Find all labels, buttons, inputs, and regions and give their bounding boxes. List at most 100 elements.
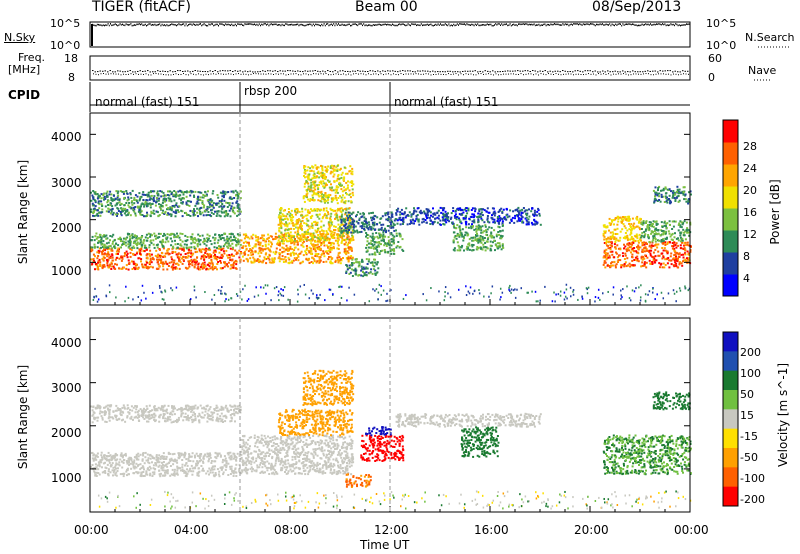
heatmap-cell <box>209 214 211 217</box>
heatmap-cell <box>230 232 233 235</box>
heatmap-cell <box>674 250 677 253</box>
heatmap-cell <box>244 245 247 248</box>
heatmap-cell <box>677 192 680 195</box>
scatter-speck <box>339 285 341 288</box>
heatmap-cell <box>678 188 681 191</box>
heatmap-cell <box>107 204 110 206</box>
heatmap-cell <box>90 247 93 250</box>
heatmap-cell <box>350 237 353 240</box>
heatmap-cell <box>129 242 132 245</box>
scatter-speck <box>273 287 276 290</box>
heatmap-cell <box>446 217 449 220</box>
heatmap-cell <box>351 220 354 223</box>
heatmap-cell <box>511 216 514 219</box>
scatter-speck <box>277 290 280 293</box>
heatmap-cell <box>402 216 405 219</box>
heatmap-cell <box>654 197 657 200</box>
heatmap-cell <box>324 237 327 240</box>
heatmap-cell <box>209 198 212 201</box>
heatmap-cell <box>170 193 173 196</box>
heatmap-cell <box>380 234 383 237</box>
heatmap-cell <box>223 194 225 197</box>
heatmap-cell <box>311 214 314 217</box>
heatmap-cell <box>112 265 115 268</box>
heatmap-cell <box>189 209 192 212</box>
scatter-speck <box>338 286 340 289</box>
heatmap-cell <box>479 235 482 237</box>
heatmap-cell <box>94 201 97 204</box>
heatmap-cell <box>268 258 271 261</box>
heatmap-cell <box>664 241 667 244</box>
heatmap-cell <box>624 237 627 240</box>
heatmap-cell <box>437 209 440 212</box>
heatmap-cell <box>643 243 646 246</box>
heatmap-cell <box>498 222 501 225</box>
heatmap-cell <box>306 233 309 236</box>
heatmap-cell <box>471 223 473 226</box>
scatter-speck <box>483 295 485 298</box>
heatmap-cell <box>146 202 149 205</box>
heatmap-cell <box>424 219 427 221</box>
heatmap-cell <box>294 211 297 214</box>
heatmap-cell <box>223 265 226 268</box>
heatmap-cell <box>458 249 461 252</box>
heatmap-cell <box>276 241 279 244</box>
heatmap-cell <box>357 274 360 277</box>
heatmap-cell <box>348 224 351 227</box>
heatmap-cell <box>384 242 387 245</box>
heatmap-cell <box>313 208 316 211</box>
heatmap-cell <box>671 245 674 248</box>
heatmap-cell <box>296 235 299 238</box>
heatmap-cell <box>234 237 237 239</box>
heatmap-cell <box>127 259 130 262</box>
heatmap-cell <box>650 224 653 227</box>
heatmap-cell <box>308 188 311 191</box>
heatmap-cell <box>178 259 181 262</box>
heatmap-cell <box>105 192 108 195</box>
heatmap-cell <box>132 262 135 265</box>
heatmap-cell <box>350 200 353 203</box>
heatmap-cell <box>193 258 196 261</box>
heatmap-cell <box>193 212 195 215</box>
heatmap-cell <box>316 253 318 256</box>
heatmap-cell <box>200 251 203 254</box>
scatter-speck <box>447 292 449 295</box>
heatmap-cell <box>190 235 193 238</box>
heatmap-cell <box>97 194 100 197</box>
heatmap-cell <box>289 247 292 250</box>
heatmap-cell <box>324 184 327 187</box>
heatmap-cell <box>106 260 109 263</box>
heatmap-cell <box>603 249 606 252</box>
heatmap-cell <box>421 221 424 224</box>
heatmap-cell <box>305 217 308 220</box>
heatmap-cell <box>322 207 325 210</box>
heatmap-cell <box>278 241 281 244</box>
heatmap-cell <box>185 191 188 194</box>
heatmap-cell <box>452 225 455 227</box>
heatmap-cell <box>471 239 474 242</box>
heatmap-cell <box>397 241 400 243</box>
heatmap-cell <box>170 208 173 211</box>
heatmap-cell <box>127 204 130 207</box>
heatmap-cell <box>211 268 214 271</box>
heatmap-cell <box>218 205 221 208</box>
heatmap-cell <box>303 175 305 177</box>
heatmap-cell <box>176 256 179 259</box>
heatmap-cell <box>325 182 327 185</box>
heatmap-cell <box>349 169 352 172</box>
heatmap-cell <box>323 182 326 185</box>
heatmap-cell <box>143 266 146 269</box>
heatmap-cell <box>615 233 617 235</box>
heatmap-cell <box>237 240 240 243</box>
heatmap-cell <box>161 244 164 247</box>
heatmap-cell <box>100 203 103 206</box>
heatmap-cell <box>510 220 513 223</box>
heatmap-cell <box>269 235 272 238</box>
scatter-speck <box>678 287 681 290</box>
heatmap-cell <box>157 215 160 217</box>
heatmap-cell <box>119 204 122 206</box>
heatmap-cell <box>246 260 249 263</box>
heatmap-cell <box>180 199 183 202</box>
heatmap-cell <box>334 197 337 200</box>
heatmap-cell <box>200 191 203 194</box>
